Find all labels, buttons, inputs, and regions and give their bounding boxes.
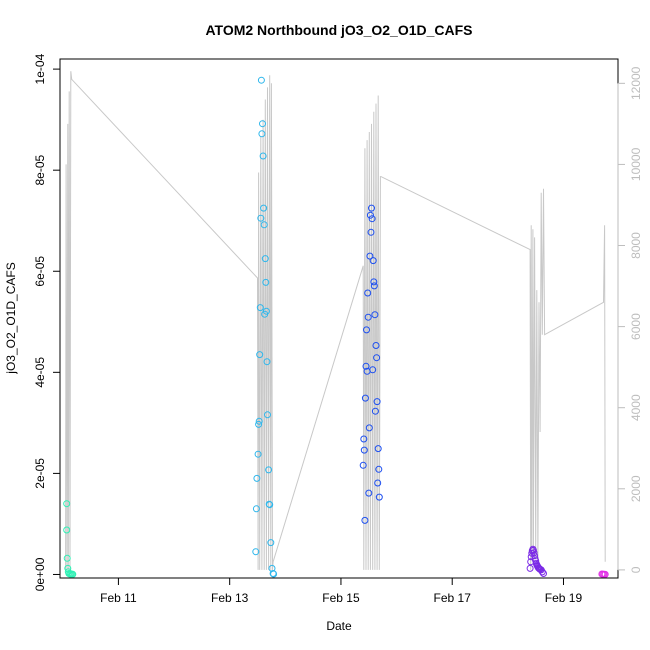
- right-tick-label: 10000: [629, 147, 643, 181]
- right-tick-label: 2000: [629, 475, 643, 502]
- data-point-series-2: [260, 221, 268, 229]
- y-axis-label: jO3_O2_O1D_CAFS: [4, 262, 18, 374]
- right-tick-label: 4000: [629, 394, 643, 421]
- x-tick-label: Feb 17: [434, 591, 472, 605]
- data-point-series-2: [257, 76, 265, 84]
- data-point-series-3: [373, 398, 381, 406]
- y-tick-label: 8e-05: [33, 155, 47, 186]
- data-point-series-2: [254, 450, 262, 458]
- data-point-series-2: [260, 204, 268, 212]
- chart-title: ATOM2 Northbound jO3_O2_O1D_CAFS: [205, 22, 472, 38]
- altitude-line: [65, 71, 606, 570]
- data-point-series-3: [370, 282, 378, 290]
- data-point-series-2: [265, 466, 273, 474]
- data-point-series-1: [63, 526, 71, 534]
- data-point-series-2: [255, 420, 263, 428]
- data-point-series-4: [526, 564, 534, 572]
- data-point-series-3: [361, 394, 369, 402]
- data-point-series-3: [363, 326, 370, 334]
- y-axis: 0e+00 2e-05 4e-05 6e-05 8e-05 1e-04: [33, 53, 60, 591]
- data-point-series-2: [264, 411, 271, 419]
- data-point-series-1: [63, 554, 71, 562]
- data-point-series-3: [371, 311, 379, 319]
- right-tick-label: 6000: [629, 313, 643, 340]
- x-axis: Feb 11 Feb 13 Feb 15 Feb 17 Feb 19: [100, 578, 582, 605]
- data-point-series-3: [369, 257, 377, 265]
- data-point-series-2: [267, 539, 275, 547]
- data-point-series-2: [253, 474, 261, 482]
- data-point-series-2: [258, 130, 266, 138]
- data-point-series-2: [252, 505, 260, 513]
- x-tick-label: Feb 13: [211, 591, 249, 605]
- x-axis-label: Date: [326, 619, 352, 633]
- y-tick-label: 4e-05: [33, 357, 47, 388]
- data-point-series-2: [255, 417, 263, 425]
- data-point-series-3: [360, 446, 368, 454]
- data-point-series-3: [370, 278, 378, 286]
- data-point-series-3: [374, 479, 382, 487]
- data-point-series-3: [364, 313, 372, 321]
- data-point-series-3: [373, 354, 381, 362]
- data-point-series-3: [367, 228, 375, 236]
- data-point-series-2: [270, 570, 278, 578]
- y-tick-label: 2e-05: [33, 458, 47, 489]
- right-tick-label: 12000: [629, 66, 643, 100]
- data-point-series-3: [362, 362, 370, 370]
- altitude-trace: [65, 71, 606, 570]
- data-point-series-2: [261, 255, 269, 263]
- data-point-series-4: [540, 570, 547, 577]
- data-point-series-3: [375, 465, 383, 473]
- data-point-series-3: [366, 252, 374, 260]
- data-point-series-2: [259, 120, 266, 128]
- data-point-series-3: [369, 366, 377, 374]
- y-tick-label: 1e-04: [33, 53, 47, 84]
- data-point-series-3: [360, 435, 368, 443]
- data-point-series-3: [374, 445, 382, 453]
- data-point-series-2: [256, 304, 264, 312]
- data-point-series-2: [266, 501, 274, 509]
- data-point-series-2: [257, 214, 265, 222]
- data-point-series-3: [375, 493, 383, 501]
- x-tick-label: Feb 11: [100, 591, 137, 605]
- data-point-series-3: [359, 461, 367, 469]
- right-tick-label: 8000: [629, 232, 643, 259]
- right-axis: 0 2000 4000 6000 8000 10000 12000: [617, 66, 643, 573]
- data-point-series-3: [365, 424, 373, 432]
- data-point-series-5: [601, 570, 609, 578]
- data-point-series-1: [63, 500, 71, 508]
- data-point-series-3: [365, 489, 373, 497]
- data-point-series-2: [262, 278, 270, 286]
- data-point-series-3: [368, 215, 376, 223]
- data-point-series-4: [531, 552, 539, 560]
- data-point-series-3: [361, 516, 369, 524]
- right-tick-label: 0: [629, 566, 643, 573]
- y-tick-label: 0e+00: [33, 557, 47, 591]
- x-tick-label: Feb 15: [322, 591, 360, 605]
- y-tick-label: 6e-05: [33, 256, 47, 287]
- data-point-series-2: [256, 351, 264, 359]
- data-point-series-3: [372, 342, 380, 349]
- data-point-series-3: [366, 211, 374, 219]
- data-point-series-1: [69, 570, 77, 578]
- data-point-series-2: [263, 358, 271, 366]
- data-point-series-2: [252, 548, 260, 556]
- data-point-series-3: [368, 204, 375, 212]
- x-tick-label: Feb 19: [545, 591, 583, 605]
- data-point-series-2: [262, 307, 270, 315]
- data-points: [63, 76, 609, 578]
- data-point-series-3: [371, 407, 379, 415]
- data-point-series-3: [364, 289, 372, 297]
- data-point-series-4: [538, 568, 546, 576]
- data-point-series-2: [259, 152, 267, 160]
